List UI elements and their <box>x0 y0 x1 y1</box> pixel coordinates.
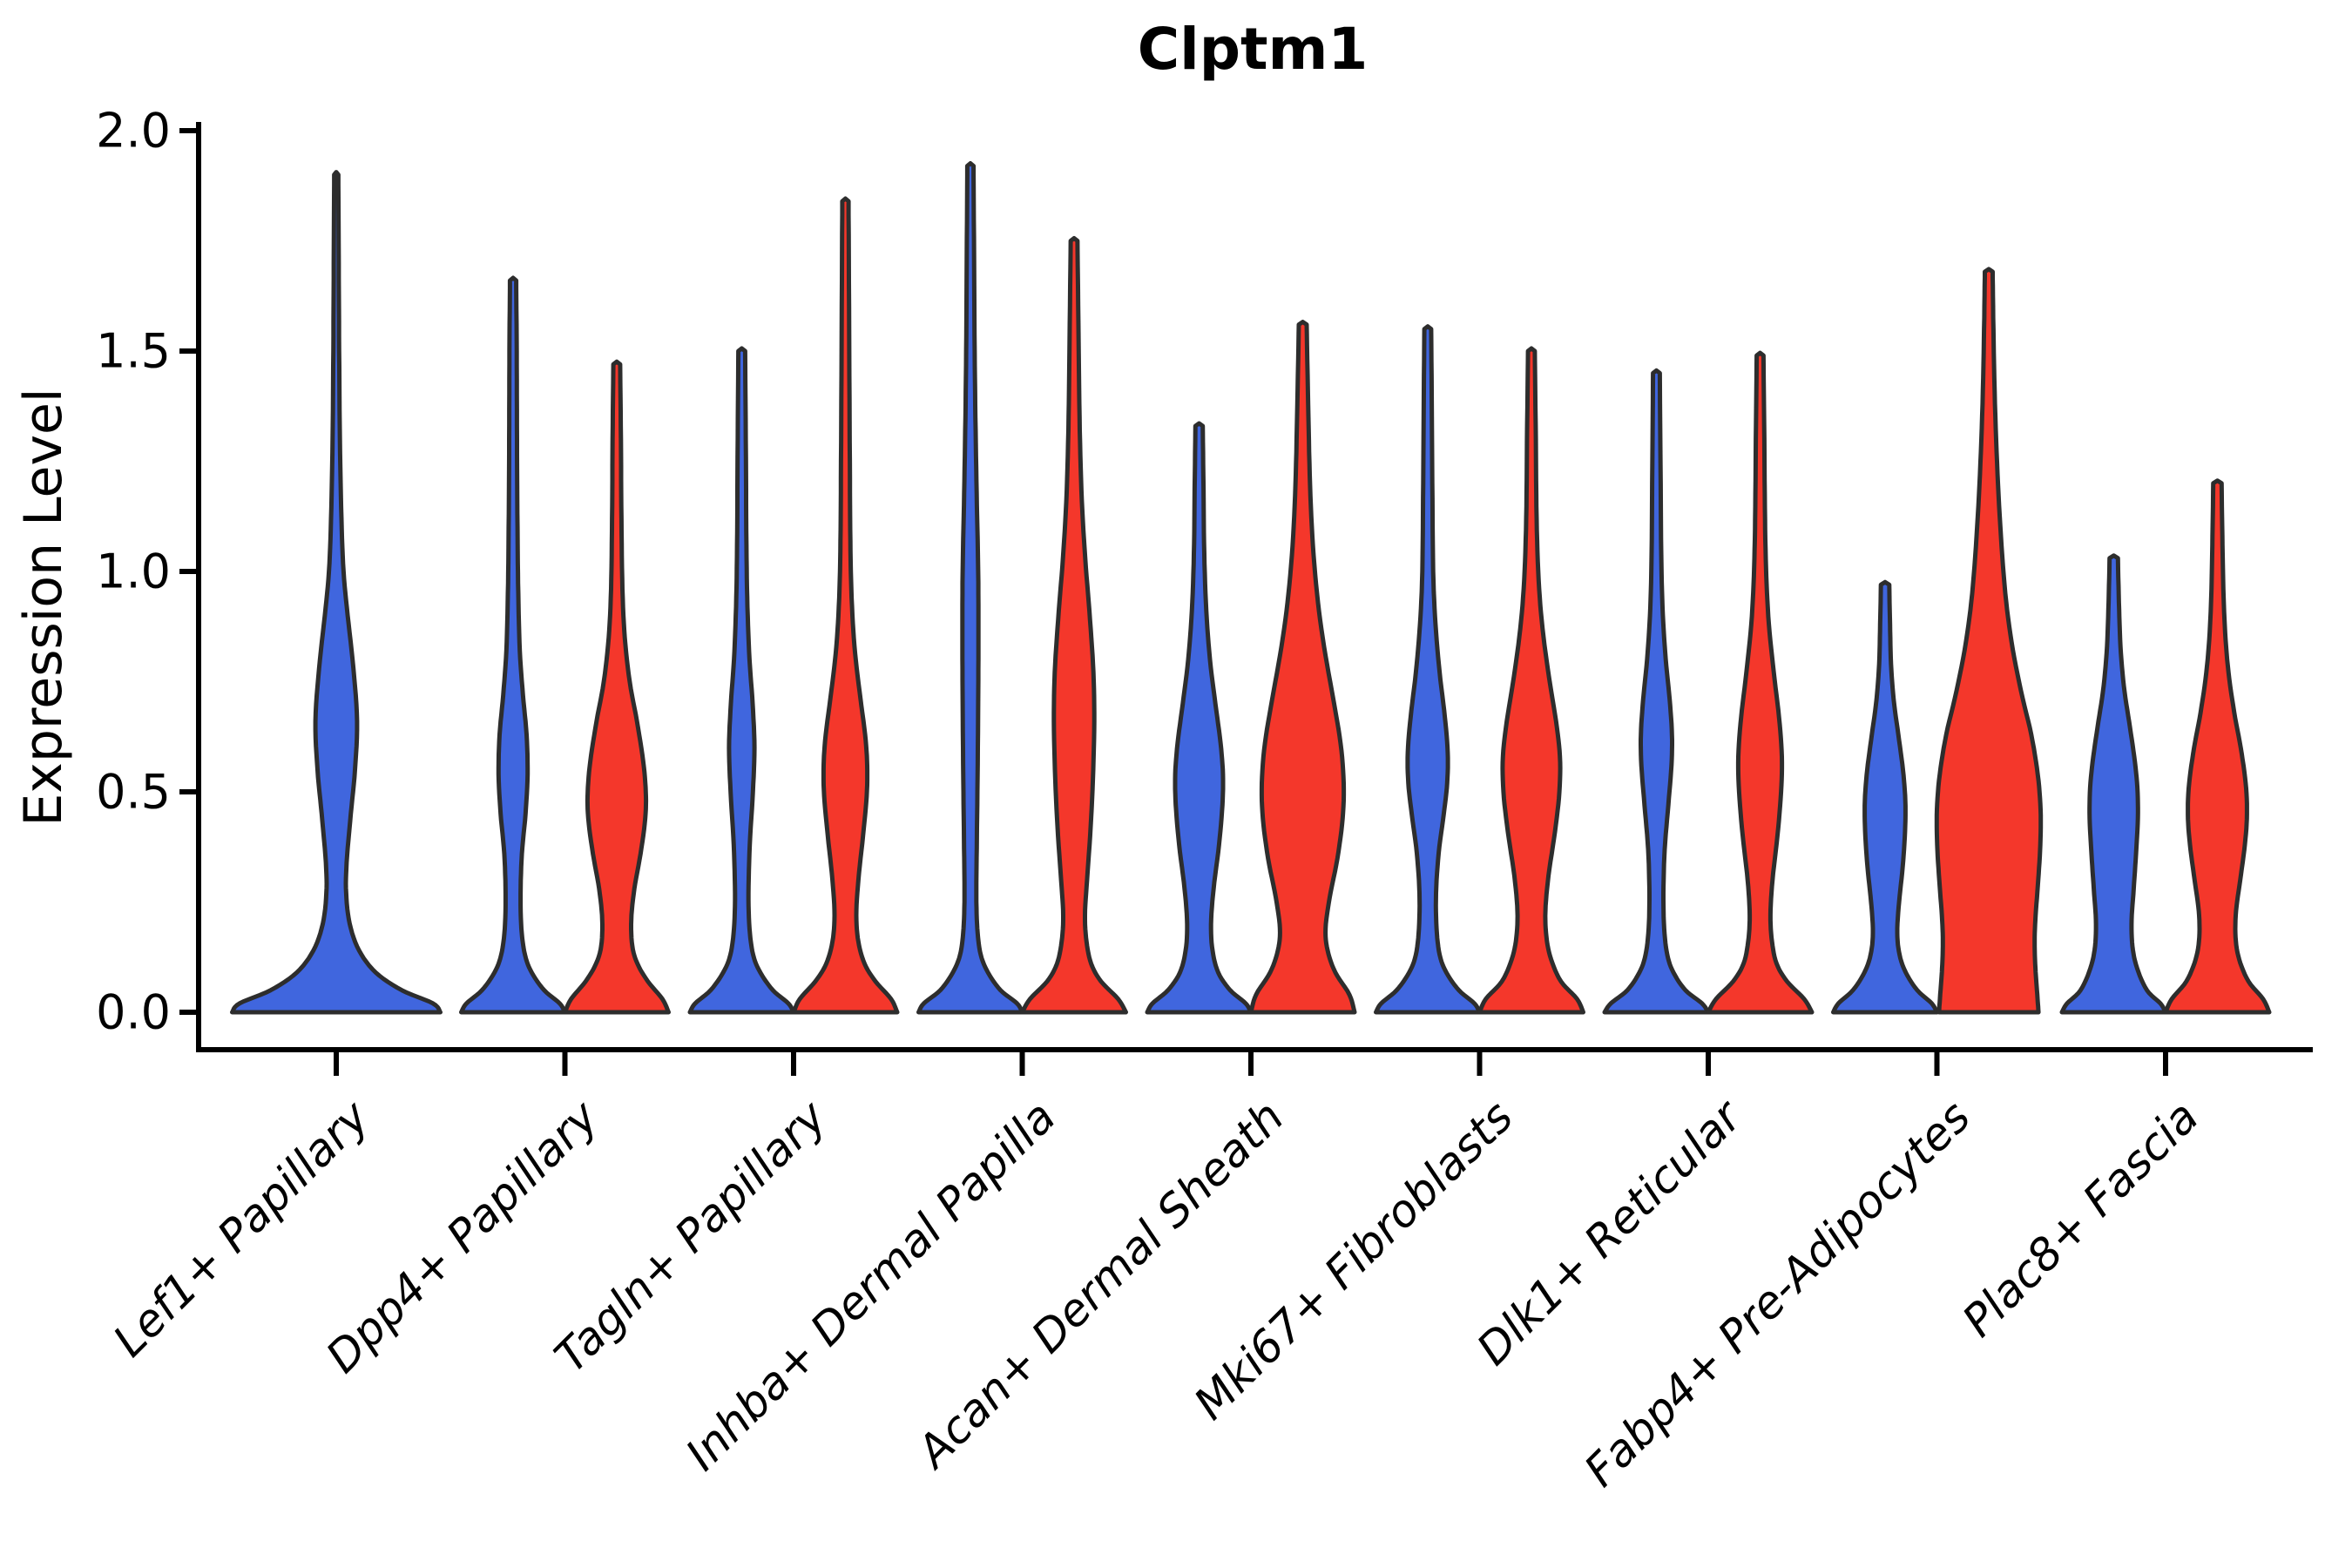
violin-plac8-fascia-red <box>2163 478 2272 1015</box>
y-tick-label: 2.0 <box>96 103 171 159</box>
violin-dlk1-reticular-red <box>1706 350 1815 1015</box>
violin-dpp4-papillary-blue <box>459 275 567 1015</box>
violin-plac8-fascia-blue <box>2059 553 2168 1015</box>
y-tick-label: 1.5 <box>96 323 171 379</box>
violin-tagln-papillary-red <box>791 196 900 1015</box>
violin-mki67-fibroblasts-red <box>1477 346 1585 1015</box>
violin-inhba-dermal-papilla-blue <box>916 161 1024 1015</box>
violin-acan-dermal-sheath-red <box>1248 320 1357 1015</box>
violin-dlk1-reticular-blue <box>1602 368 1711 1015</box>
y-tick-label: 0.0 <box>96 984 171 1040</box>
chart-title: Clptm1 <box>1137 16 1369 83</box>
y-tick-label: 0.5 <box>96 764 171 820</box>
violin-fabp4-pre-adipocytes-blue <box>1831 579 1939 1015</box>
violin-tagln-papillary-blue <box>687 346 796 1015</box>
violin-fabp4-pre-adipocytes-red <box>1934 267 2044 1015</box>
violin-inhba-dermal-papilla-red <box>1020 236 1128 1015</box>
violin-dpp4-papillary-red <box>563 359 671 1015</box>
y-tick-label: 1.0 <box>96 544 171 599</box>
violin-lef1-papillary-blue <box>230 170 443 1015</box>
violin-acan-dermal-sheath-blue <box>1145 421 1254 1015</box>
violin-mki67-fibroblasts-blue <box>1374 324 1482 1015</box>
